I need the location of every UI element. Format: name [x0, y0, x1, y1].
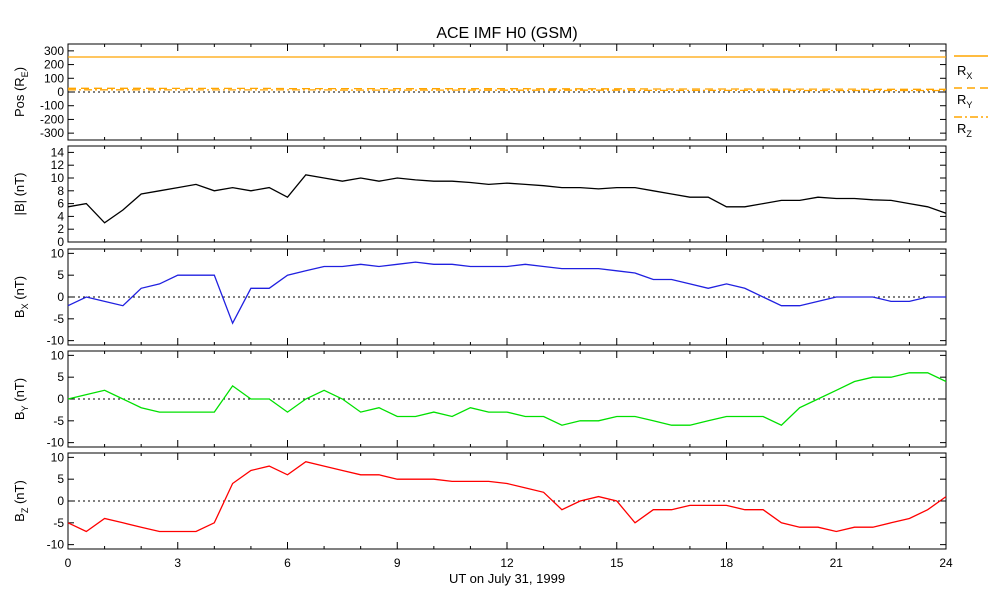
y-tick-label: -10	[47, 538, 65, 552]
y-tick-label: 200	[44, 58, 64, 72]
y-tick-label: 6	[57, 197, 64, 211]
y-tick-label: 5	[57, 268, 64, 282]
legend-label: RX	[957, 63, 972, 81]
x-tick-label: 6	[284, 556, 291, 570]
x-tick-label: 3	[174, 556, 181, 570]
y-tick-label: 10	[51, 450, 65, 464]
y-tick-label: 10	[51, 171, 65, 185]
y-tick-label: -5	[53, 516, 64, 530]
y-tick-label: 0	[57, 494, 64, 508]
y-tick-label: -300	[40, 126, 64, 140]
x-axis: 0 3 6 9 12 15 18 21 24	[65, 556, 953, 570]
x-tick-label: 0	[65, 556, 72, 570]
y-tick-label: 5	[57, 370, 64, 384]
series-line-pos-1	[68, 87, 946, 90]
x-tick-label: 18	[720, 556, 734, 570]
y-tick-label: 100	[44, 71, 64, 85]
legend-label: RY	[957, 92, 972, 110]
panel-by: 10 5 0 -5 -10 BY (nT)	[12, 348, 947, 450]
series-line-bx-0	[67, 261, 946, 325]
y-tick-label: 300	[44, 44, 64, 58]
series-line-by-0	[67, 372, 947, 426]
panel-bz: 10 5 0 -5 -10 BZ (nT)	[12, 450, 947, 552]
y-tick-label: -10	[47, 436, 65, 450]
y-tick-label: -5	[53, 312, 64, 326]
y-tick-label: 5	[57, 472, 64, 486]
y-axis-label: BZ (nT)	[12, 480, 30, 522]
series-line-bmag-0	[67, 174, 947, 224]
chart-title: ACE IMF H0 (GSM)	[436, 25, 577, 42]
y-tick-label: 12	[51, 158, 65, 172]
y-tick-label: 0	[57, 235, 64, 249]
y-tick-label: -100	[40, 99, 64, 113]
legend-label: RZ	[957, 121, 972, 139]
y-tick-label: 14	[51, 145, 65, 159]
y-tick-label: 0	[57, 290, 64, 304]
y-axis-label: BY (nT)	[12, 378, 30, 420]
y-axis-label: Pos (RE)	[12, 67, 30, 117]
panel-bx: 10 5 0 -5 -10 BX (nT)	[12, 246, 947, 348]
x-tick-label: 21	[830, 556, 844, 570]
x-tick-label: 9	[394, 556, 401, 570]
y-tick-label: 2	[57, 222, 64, 236]
y-tick-label: 10	[51, 246, 65, 260]
legend: RX RY RZ	[954, 55, 988, 139]
y-tick-label: -10	[47, 334, 65, 348]
panel-frame	[67, 145, 947, 243]
x-tick-label: 15	[610, 556, 624, 570]
y-tick-label: -5	[53, 414, 64, 428]
series-line-pos-2	[68, 89, 946, 92]
x-axis-label: UT on July 31, 1999	[449, 571, 565, 586]
y-tick-label: 0	[57, 392, 64, 406]
x-tick-label: 24	[939, 556, 953, 570]
series-line-bz-0	[67, 460, 947, 533]
x-tick-label: 12	[500, 556, 514, 570]
y-tick-label: -200	[40, 112, 64, 126]
y-tick-label: 10	[51, 348, 65, 362]
y-axis-label: BX (nT)	[12, 276, 30, 318]
y-tick-label: 0	[57, 85, 64, 99]
y-tick-label: 4	[57, 209, 64, 223]
y-tick-label: 8	[57, 184, 64, 198]
y-axis-label: |B| (nT)	[12, 173, 27, 216]
